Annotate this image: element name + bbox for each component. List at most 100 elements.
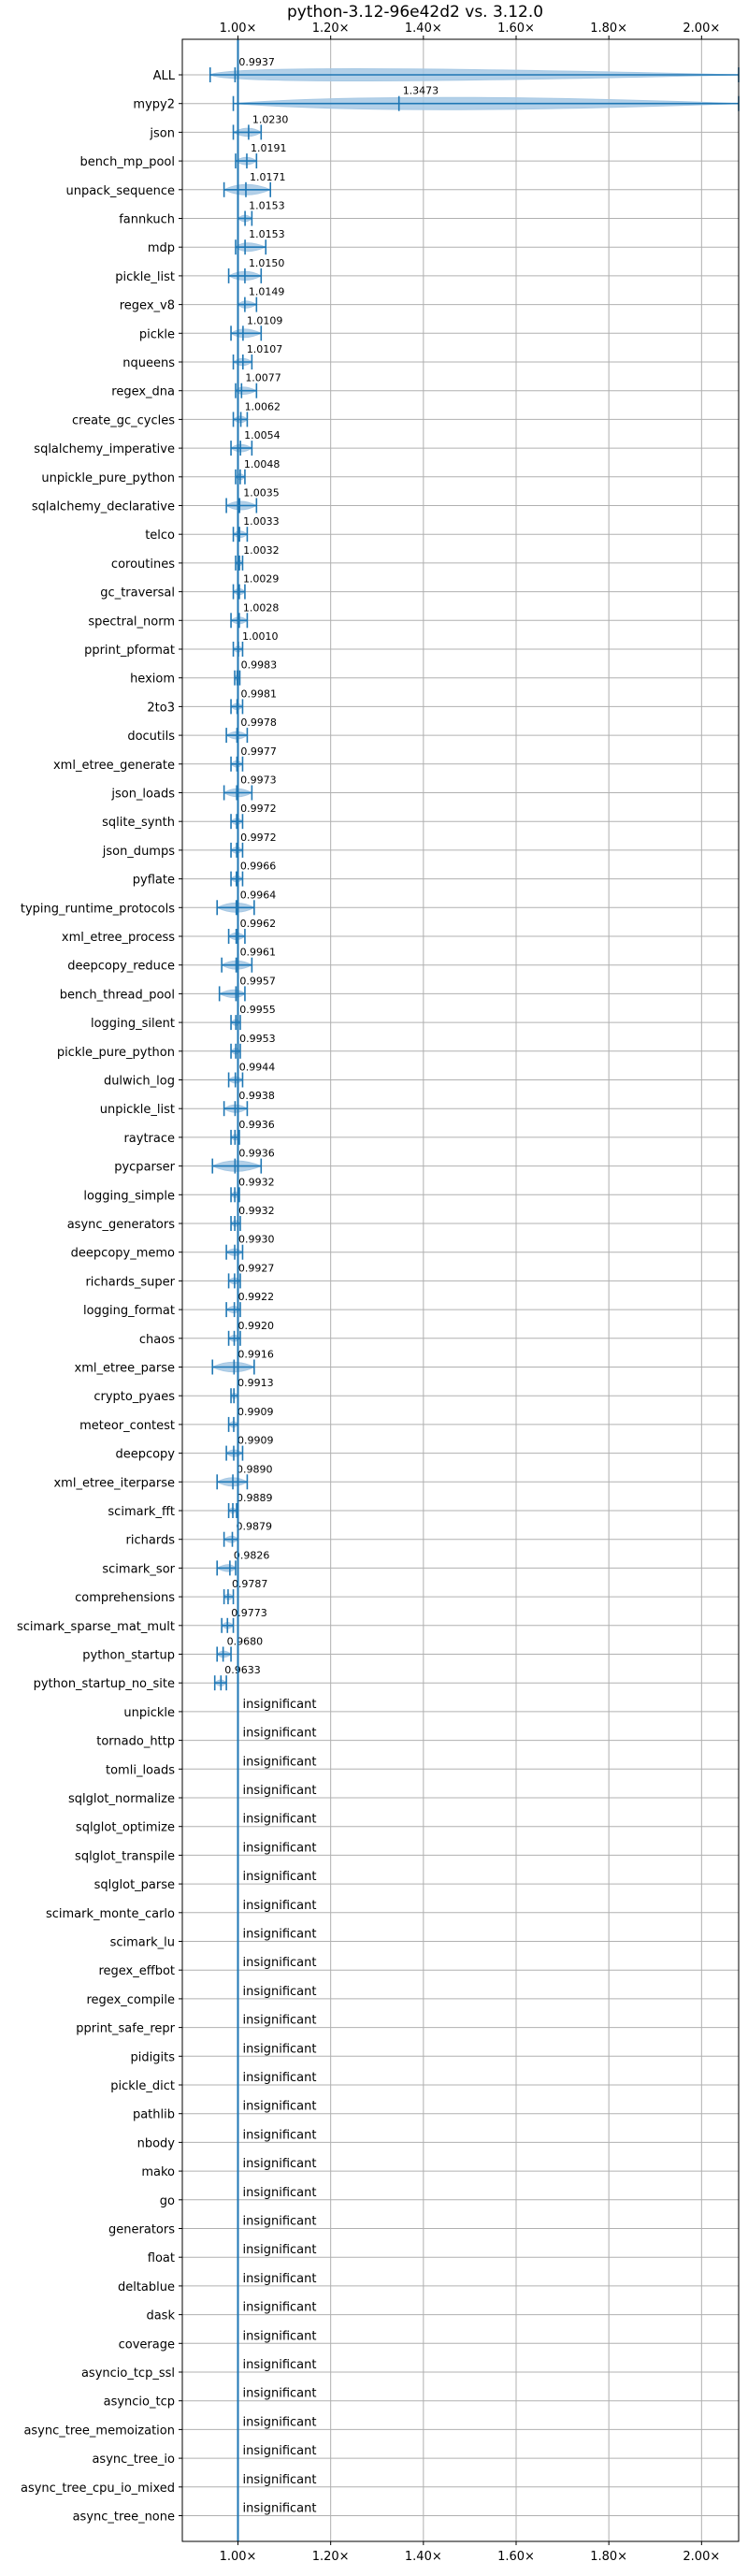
value-label: 0.9936 — [238, 1148, 275, 1160]
y-tick-label: richards_super — [85, 1275, 175, 1289]
y-tick-label: sqlglot_normalize — [68, 1792, 175, 1806]
y-tick-label: mako — [141, 2165, 175, 2179]
y-tick-label: async_generators — [67, 1218, 176, 1232]
y-tick-label: python_startup_no_site — [34, 1677, 175, 1691]
y-tick-label: sqlglot_parse — [94, 1878, 175, 1892]
y-tick-label: unpack_sequence — [65, 184, 175, 198]
value-label: 0.9962 — [240, 918, 277, 930]
y-tick-label: crypto_pyaes — [94, 1390, 175, 1404]
insignificant-label: insignificant — [243, 2215, 317, 2229]
y-tick-label: create_gc_cycles — [72, 413, 175, 427]
insignificant-label: insignificant — [243, 2301, 317, 2315]
value-label: 1.3473 — [403, 85, 439, 97]
y-tick-label: generators — [108, 2223, 175, 2237]
value-label: 0.9932 — [238, 1205, 275, 1217]
y-tick-label: meteor_contest — [79, 1419, 175, 1433]
value-label: 0.9983 — [241, 659, 278, 672]
y-tick-label: scimark_monte_carlo — [46, 1907, 175, 1921]
y-tick-label: typing_runtime_protocols — [21, 902, 175, 916]
y-tick-label: deepcopy — [115, 1448, 175, 1462]
y-tick-label: json_loads — [110, 788, 175, 802]
insignificant-label: insignificant — [243, 1813, 317, 1827]
x-tick-label-top: 1.40× — [405, 22, 442, 36]
value-label: 1.0230 — [252, 113, 289, 125]
y-tick-label: richards — [126, 1534, 176, 1548]
y-tick-label: unpickle — [123, 1706, 175, 1720]
y-tick-label: json_dumps — [102, 845, 175, 859]
insignificant-label: insignificant — [243, 1928, 317, 1942]
insignificant-label: insignificant — [243, 2186, 317, 2200]
value-label: 1.0153 — [249, 228, 285, 240]
y-tick-label: go — [160, 2194, 175, 2208]
value-label: 0.9955 — [239, 1004, 276, 1016]
insignificant-label: insignificant — [243, 2100, 317, 2114]
value-label: 0.9937 — [238, 56, 275, 68]
insignificant-label: insignificant — [243, 1956, 317, 1970]
value-label: 0.9930 — [238, 1234, 275, 1246]
y-tick-label: xml_etree_iterparse — [53, 1476, 175, 1490]
insignificant-label: insignificant — [243, 1870, 317, 1884]
value-label: 1.0149 — [249, 286, 285, 298]
y-tick-label: chaos — [139, 1333, 175, 1347]
y-tick-label: logging_silent — [91, 1017, 175, 1031]
value-label: 0.9879 — [237, 1521, 273, 1533]
insignificant-label: insignificant — [243, 2387, 317, 2401]
insignificant-label: insignificant — [243, 2415, 317, 2429]
x-axis-ticks: 1.00× 1.00× 1.20× 1.20× 1.40× 1.40× 1.60× 1.60×… — [17, 22, 720, 2564]
y-tick-label: unpickle_pure_python — [41, 471, 175, 485]
insignificant-label: insignificant — [243, 2329, 317, 2343]
insignificant-label: insignificant — [243, 1727, 317, 1741]
y-tick-label: json — [149, 126, 175, 140]
value-label: 1.0062 — [245, 400, 281, 412]
benchmark-rows: 0.9937 1.3473 1.0230 1.0191 1.0171 1.0153 1.01… — [209, 39, 740, 2541]
y-tick-label: pickle_pure_python — [57, 1046, 175, 1060]
insignificant-label: insignificant — [243, 2157, 317, 2171]
y-tick-label: deepcopy_reduce — [67, 960, 175, 974]
value-label: 1.0077 — [245, 372, 281, 384]
y-tick-label: dask — [146, 2309, 175, 2323]
y-tick-label: bench_thread_pool — [60, 988, 175, 1002]
x-tick-label-bottom: 2.00× — [683, 2550, 720, 2564]
y-tick-label: raytrace — [123, 1132, 175, 1146]
insignificant-label: insignificant — [243, 1698, 317, 1712]
value-label: 0.9633 — [224, 1664, 261, 1676]
x-tick-label-top: 2.00× — [683, 22, 720, 36]
y-tick-label: xml_etree_generate — [53, 759, 175, 773]
value-label: 0.9966 — [240, 861, 277, 873]
value-label: 0.9978 — [240, 716, 277, 729]
y-tick-label: fannkuch — [119, 213, 175, 227]
insignificant-label: insignificant — [243, 2014, 317, 2028]
value-label: 1.0171 — [250, 171, 286, 183]
insignificant-label: insignificant — [243, 2272, 317, 2286]
value-label: 1.0054 — [244, 429, 280, 441]
value-label: 0.9964 — [240, 889, 277, 901]
value-label: 0.9961 — [240, 947, 277, 959]
value-label: 1.0150 — [249, 257, 285, 269]
y-tick-label: sqlglot_transpile — [75, 1849, 175, 1863]
y-tick-label: async_tree_cpu_io_mixed — [21, 2482, 175, 2496]
y-tick-label: asyncio_tcp — [104, 2395, 175, 2410]
value-label: 0.9913 — [237, 1377, 274, 1389]
x-tick-label-top: 1.60× — [497, 22, 535, 36]
y-tick-label: sqlalchemy_imperative — [34, 442, 175, 456]
y-tick-label: bench_mp_pool — [79, 155, 175, 169]
value-label: 0.9922 — [238, 1291, 275, 1303]
y-tick-label: regex_compile — [86, 1993, 175, 2007]
value-label: 0.9973 — [240, 774, 277, 787]
plot-frame — [181, 38, 740, 2542]
value-label: 0.9953 — [239, 1033, 276, 1045]
y-tick-label: pickle_list — [115, 270, 175, 284]
y-tick-label: pathlib — [133, 2108, 175, 2122]
y-tick-label: tornado_http — [96, 1735, 175, 1749]
y-tick-label: ALL — [153, 69, 176, 83]
x-tick-label-bottom: 1.80× — [590, 2550, 627, 2564]
y-tick-label: gc_traversal — [100, 586, 175, 601]
value-label: 0.9977 — [240, 745, 277, 758]
value-label: 1.0033 — [243, 515, 280, 528]
value-label: 0.9944 — [239, 1062, 276, 1074]
y-tick-label: float — [148, 2251, 175, 2265]
y-tick-label: xml_etree_process — [62, 931, 175, 945]
y-tick-label: 2to3 — [147, 701, 175, 715]
